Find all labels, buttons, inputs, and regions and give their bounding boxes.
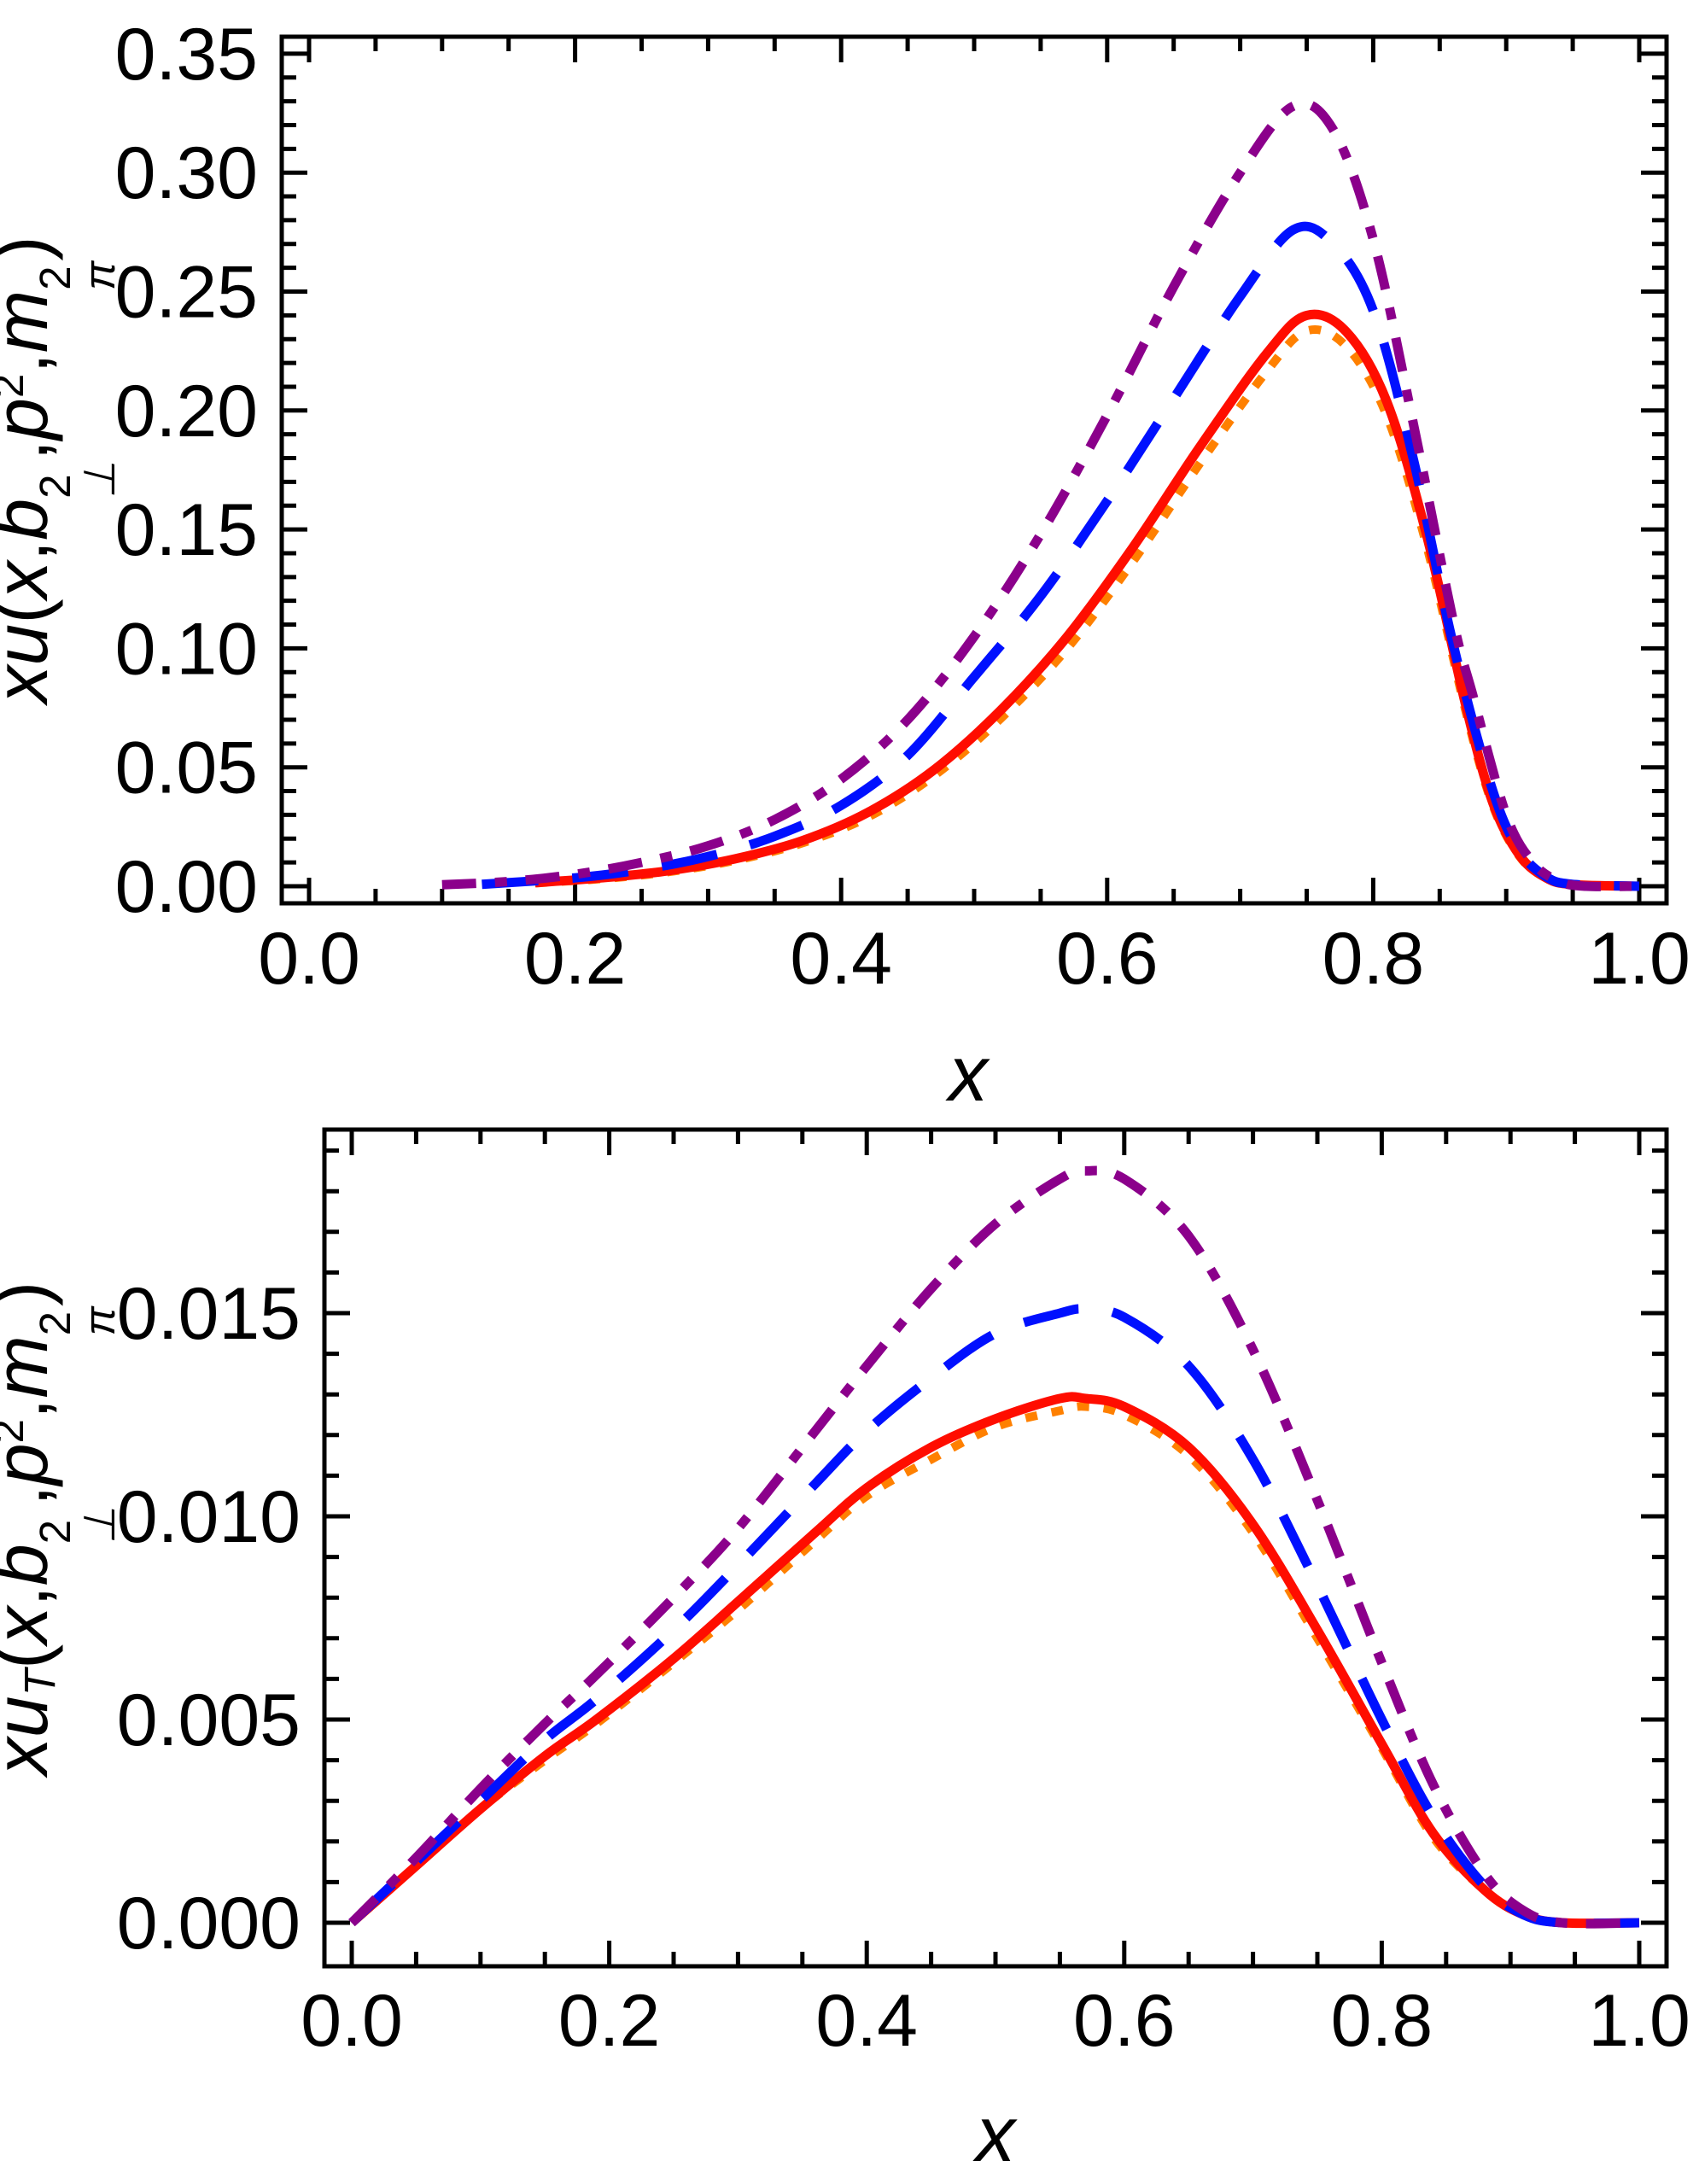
svg-text:0.20: 0.20 <box>115 371 258 453</box>
svg-text:0.005: 0.005 <box>117 1679 301 1761</box>
svg-text:0.8: 0.8 <box>1331 1980 1433 2062</box>
svg-text:0.010: 0.010 <box>117 1476 301 1558</box>
ylabel-part: ( <box>0 1644 63 1669</box>
ylabel-part: x <box>0 561 63 599</box>
ylabel-part: m <box>0 1335 63 1398</box>
bottom-series-purple-dash-dotted <box>348 1165 1640 1929</box>
svg-text:0.0: 0.0 <box>301 1980 403 2062</box>
bottom-series-orange-dotted <box>348 1402 1640 1928</box>
ylabel-part: , <box>0 1485 63 1505</box>
svg-text:0.6: 0.6 <box>1056 918 1159 1000</box>
svg-text:0.05: 0.05 <box>115 727 258 809</box>
ylabel-part: , <box>0 540 63 561</box>
svg-text:0.8: 0.8 <box>1322 918 1425 1000</box>
ylabel-part: x <box>0 1607 63 1644</box>
bottom-x-axis-title: x <box>976 2091 1015 2178</box>
bottom-ticks <box>324 1130 1667 1966</box>
ylabel-subsup: 2 ⊥ <box>30 460 124 499</box>
top-y-axis-label: xu(x,b2⊥,p2,m2π) <box>0 236 124 704</box>
top-chart: 0.0 0.2 0.4 0.6 0.8 1.0 0.00 0.05 0.10 0.15 0.20 0.… <box>115 14 1690 1000</box>
bottom-y-axis-label: xuT(x,b2⊥,p2,m2π) <box>0 1282 124 1775</box>
top-series-blue-dashed <box>482 221 1640 891</box>
svg-text:0.0: 0.0 <box>258 918 360 1000</box>
top-series-red-solid <box>534 309 1640 891</box>
ylabel-part: , <box>0 353 63 373</box>
svg-text:0.000: 0.000 <box>117 1883 301 1965</box>
svg-text:0.015: 0.015 <box>117 1273 301 1355</box>
svg-text:0.10: 0.10 <box>115 608 258 690</box>
ylabel-sup: 2 <box>0 374 32 398</box>
bottom-series-blue-dashed <box>348 1304 1640 1929</box>
ylabel-part: , <box>0 440 63 460</box>
ylabel-part: , <box>0 1585 63 1606</box>
bottom-tick-labels: 0.0 0.2 0.4 0.6 0.8 1.0 0.000 0.005 0.010 0.015 <box>117 1273 1690 2062</box>
ylabel-part: ( <box>0 599 63 623</box>
svg-text:0.00: 0.00 <box>115 846 258 928</box>
ylabel-part: ) <box>0 236 63 260</box>
ylabel-part: ) <box>0 1282 63 1306</box>
ylabel-sub: T <box>15 1669 65 1696</box>
ylabel-subsup: 2 ⊥ <box>30 1505 124 1545</box>
ylabel-part: p <box>0 1443 63 1485</box>
ylabel-part: b <box>0 1544 63 1585</box>
ylabel-part: x <box>0 1737 63 1775</box>
ylabel-part: u <box>0 1696 63 1737</box>
svg-text:0.25: 0.25 <box>115 252 258 334</box>
ylabel-part: p <box>0 398 63 440</box>
svg-text:1.0: 1.0 <box>1588 1980 1690 2062</box>
top-plot-frame <box>279 34 1669 906</box>
ylabel-sup: 2 <box>0 1419 32 1443</box>
top-series-purple-dash-dotted <box>441 98 1640 891</box>
ylabel-part: , <box>0 1399 63 1419</box>
ylabel-part: b <box>0 499 63 540</box>
svg-text:0.15: 0.15 <box>115 489 258 571</box>
top-ticks <box>282 37 1667 903</box>
bottom-series-red-solid <box>348 1392 1640 1929</box>
svg-text:0.2: 0.2 <box>558 1980 661 2062</box>
svg-text:0.2: 0.2 <box>524 918 627 1000</box>
top-x-axis-title: x <box>949 1031 988 1118</box>
top-tick-labels: 0.0 0.2 0.4 0.6 0.8 1.0 0.00 0.05 0.10 0.15 0.20 0.… <box>115 14 1690 1000</box>
svg-text:0.6: 0.6 <box>1073 1980 1176 2062</box>
bottom-chart: 0.0 0.2 0.4 0.6 0.8 1.0 0.000 0.005 0.010 0.015 <box>117 1127 1690 2062</box>
svg-text:1.0: 1.0 <box>1588 918 1690 1000</box>
svg-text:0.35: 0.35 <box>115 14 258 96</box>
ylabel-part: m <box>0 290 63 353</box>
svg-text:0.30: 0.30 <box>115 132 258 214</box>
svg-text:0.4: 0.4 <box>815 1980 918 2062</box>
svg-text:0.4: 0.4 <box>790 918 892 1000</box>
ylabel-part: xu <box>0 623 64 704</box>
